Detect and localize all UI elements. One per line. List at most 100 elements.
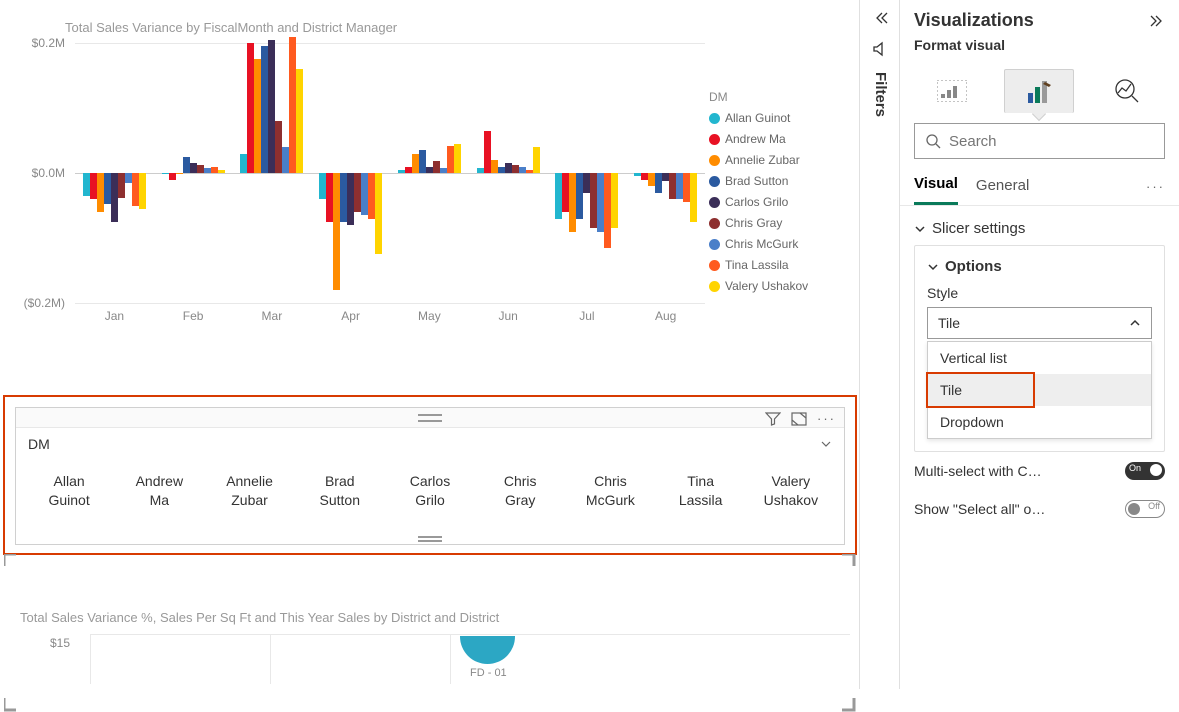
bar[interactable] bbox=[104, 173, 111, 204]
bar[interactable] bbox=[289, 37, 296, 174]
bar[interactable] bbox=[111, 173, 118, 222]
bar[interactable] bbox=[590, 173, 597, 228]
bar[interactable] bbox=[375, 173, 382, 254]
legend-item[interactable]: Valery Ushakov bbox=[709, 279, 849, 293]
bar[interactable] bbox=[254, 59, 261, 173]
expand-chevron-icon[interactable] bbox=[1149, 13, 1165, 29]
bar[interactable] bbox=[604, 173, 611, 248]
slicer-tile[interactable]: ChrisGray bbox=[475, 472, 565, 510]
bar[interactable] bbox=[240, 154, 247, 174]
bar[interactable] bbox=[183, 157, 190, 173]
bar[interactable] bbox=[398, 170, 405, 173]
slicer-tile[interactable]: TinaLassila bbox=[656, 472, 746, 510]
bar[interactable] bbox=[361, 173, 368, 215]
bar[interactable] bbox=[354, 173, 361, 212]
bar[interactable] bbox=[512, 165, 519, 173]
bar[interactable] bbox=[412, 154, 419, 174]
chevron-down-icon[interactable] bbox=[820, 438, 832, 450]
style-combobox[interactable]: Tile bbox=[927, 307, 1152, 339]
tab-general[interactable]: General bbox=[976, 169, 1029, 204]
bar[interactable] bbox=[90, 173, 97, 199]
legend-item[interactable]: Brad Sutton bbox=[709, 174, 849, 188]
filter-icon[interactable] bbox=[765, 411, 781, 427]
analytics-tab[interactable] bbox=[1092, 69, 1162, 113]
bar[interactable] bbox=[562, 173, 569, 212]
bar[interactable] bbox=[484, 131, 491, 173]
bar[interactable] bbox=[533, 147, 540, 173]
legend-item[interactable]: Chris McGurk bbox=[709, 237, 849, 251]
legend-item[interactable]: Chris Gray bbox=[709, 216, 849, 230]
style-option-tile[interactable]: Tile bbox=[928, 374, 1151, 406]
slicer-tile[interactable]: AllanGuinot bbox=[24, 472, 114, 510]
format-visual-tab[interactable] bbox=[1004, 69, 1074, 113]
bar[interactable] bbox=[576, 173, 583, 219]
bar[interactable] bbox=[340, 173, 347, 222]
bar[interactable] bbox=[211, 167, 218, 174]
bar[interactable] bbox=[218, 170, 225, 173]
bar[interactable] bbox=[641, 173, 648, 180]
bar[interactable] bbox=[662, 173, 669, 181]
bar[interactable] bbox=[569, 173, 576, 232]
bar[interactable] bbox=[139, 173, 146, 209]
bar[interactable] bbox=[247, 43, 254, 173]
bar[interactable] bbox=[118, 173, 125, 198]
bar[interactable] bbox=[190, 163, 197, 173]
bar[interactable] bbox=[583, 173, 590, 193]
bar[interactable] bbox=[282, 147, 289, 173]
bar[interactable] bbox=[505, 163, 512, 173]
build-visual-tab[interactable] bbox=[917, 69, 987, 113]
bar[interactable] bbox=[440, 168, 447, 173]
more-options-icon[interactable]: ··· bbox=[817, 411, 836, 427]
resize-handle-tr[interactable] bbox=[842, 554, 856, 568]
scatter-visual[interactable]: Total Sales Variance %, Sales Per Sq Ft … bbox=[15, 600, 845, 625]
selectall-toggle[interactable]: Off bbox=[1125, 500, 1165, 518]
bar[interactable] bbox=[519, 167, 526, 174]
tab-more-icon[interactable]: ··· bbox=[1146, 179, 1165, 194]
bar[interactable] bbox=[176, 173, 183, 174]
bar[interactable] bbox=[433, 161, 440, 173]
search-input[interactable] bbox=[914, 123, 1165, 159]
search-field[interactable] bbox=[949, 133, 1154, 150]
bar[interactable] bbox=[426, 167, 433, 174]
bar[interactable] bbox=[405, 167, 412, 174]
slicer-drag-handle[interactable]: ··· bbox=[16, 408, 844, 428]
style-option-dropdown[interactable]: Dropdown bbox=[928, 406, 1151, 438]
bar[interactable] bbox=[326, 173, 333, 222]
bubble-fd01[interactable] bbox=[460, 636, 515, 664]
filters-pane-collapsed[interactable]: Filters bbox=[862, 0, 900, 689]
tab-visual[interactable]: Visual bbox=[914, 167, 958, 205]
style-option-vertical-list[interactable]: Vertical list bbox=[928, 342, 1151, 374]
legend-item[interactable]: Andrew Ma bbox=[709, 132, 849, 146]
bar[interactable] bbox=[555, 173, 562, 219]
bar[interactable] bbox=[347, 173, 354, 225]
bar[interactable] bbox=[419, 150, 426, 173]
bar[interactable] bbox=[669, 173, 676, 199]
slicer-header[interactable]: DM bbox=[16, 428, 844, 460]
bar[interactable] bbox=[634, 173, 641, 176]
bar[interactable] bbox=[611, 173, 618, 228]
bar[interactable] bbox=[162, 173, 169, 174]
bar[interactable] bbox=[125, 173, 132, 183]
bar[interactable] bbox=[296, 69, 303, 173]
bar[interactable] bbox=[169, 173, 176, 180]
bar[interactable] bbox=[477, 168, 484, 173]
slicer-tile[interactable]: ChrisMcGurk bbox=[565, 472, 655, 510]
bar[interactable] bbox=[597, 173, 604, 232]
bar[interactable] bbox=[204, 168, 211, 173]
slicer-tile[interactable]: ValeryUshakov bbox=[746, 472, 836, 510]
bar[interactable] bbox=[498, 167, 505, 174]
slicer-tile[interactable]: BradSutton bbox=[295, 472, 385, 510]
bar[interactable] bbox=[447, 146, 454, 173]
slicer-tile[interactable]: CarlosGrilo bbox=[385, 472, 475, 510]
bar[interactable] bbox=[491, 160, 498, 173]
bar[interactable] bbox=[97, 173, 104, 212]
legend-item[interactable]: Carlos Grilo bbox=[709, 195, 849, 209]
focus-mode-icon[interactable] bbox=[791, 411, 807, 427]
legend-item[interactable]: Tina Lassila bbox=[709, 258, 849, 272]
options-section[interactable]: Options bbox=[927, 258, 1152, 285]
bar[interactable] bbox=[275, 121, 282, 173]
resize-handle-br[interactable] bbox=[842, 698, 856, 712]
bar[interactable] bbox=[683, 173, 690, 202]
slicer-tile[interactable]: AndrewMa bbox=[114, 472, 204, 510]
slicer-visual-selected[interactable]: ··· DM AllanGuinotAndrewMaAnnelieZubarBr… bbox=[3, 395, 857, 555]
